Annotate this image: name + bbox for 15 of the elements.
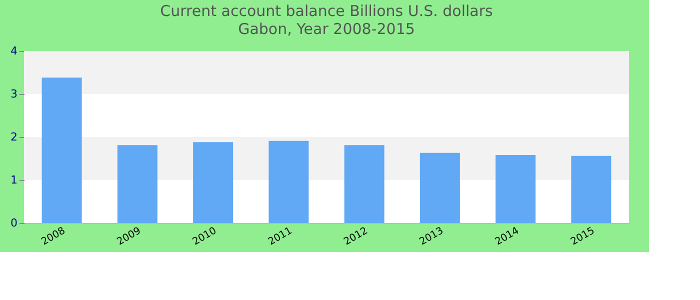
bar — [496, 155, 536, 223]
y-tick-label: 3 — [10, 88, 18, 100]
chart-title: Current account balance Billions U.S. dollars — [160, 2, 494, 20]
chart-subtitle: Gabon, Year 2008-2015 — [238, 20, 415, 38]
bar — [42, 78, 82, 223]
bar — [420, 152, 460, 223]
y-tick-label: 4 — [10, 44, 18, 58]
bar — [117, 145, 158, 223]
bar — [193, 142, 234, 223]
y-tick-label: 1 — [10, 174, 18, 186]
bar — [344, 145, 384, 223]
y-tick-label: 2 — [10, 130, 18, 144]
bar — [268, 140, 309, 223]
y-tick-label: 0 — [10, 216, 18, 230]
bar — [571, 156, 612, 223]
